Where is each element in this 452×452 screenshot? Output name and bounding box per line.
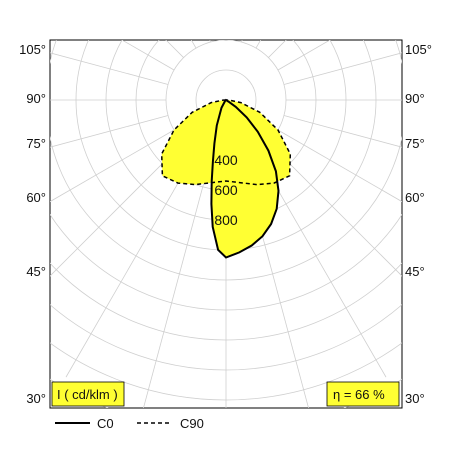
unit-label: I ( cd/klm ) <box>57 387 118 402</box>
angle-label-right: 75° <box>405 136 425 151</box>
grid-spoke <box>241 40 243 43</box>
grid-spoke <box>283 115 402 148</box>
fill-c90 <box>161 100 291 185</box>
unit-badge <box>51 381 125 407</box>
angle-label-left: 60° <box>26 190 46 205</box>
grid-spoke <box>209 40 211 43</box>
curve-c90 <box>160 99 292 186</box>
angle-label-right: 90° <box>405 91 425 106</box>
ring-label: 800 <box>214 212 238 228</box>
grid-spoke <box>50 142 184 277</box>
grid-spoke <box>50 115 169 148</box>
angle-label-left: 105° <box>19 42 46 57</box>
grid-spoke <box>268 142 402 277</box>
ring-label: 400 <box>214 152 238 168</box>
grid-spoke <box>121 40 175 71</box>
angle-label-right: 60° <box>405 190 425 205</box>
grid-spoke <box>277 129 402 203</box>
angle-label-left: 75° <box>26 136 46 151</box>
legend-c90-label: C90 <box>180 416 204 431</box>
angle-labels: 105° 90° 75° 60° 45° 30° 105° 90° 75° 60° 45° 30° <box>19 42 432 406</box>
angle-label-right: 30° <box>405 391 425 406</box>
grid-spoke <box>283 52 402 85</box>
ring-label: 600 <box>214 182 238 198</box>
grid-spoke <box>65 151 197 378</box>
efficiency-badge <box>326 381 400 407</box>
intensity-curves <box>160 98 292 259</box>
grid-spoke <box>50 129 175 203</box>
grid-spoke <box>143 157 211 408</box>
angle-label-left: 45° <box>26 264 46 279</box>
angle-label-right: 105° <box>405 42 432 57</box>
ring-labels: 400 600 800 <box>214 152 238 228</box>
angle-label-left: 90° <box>26 91 46 106</box>
angle-label-right: 45° <box>405 264 425 279</box>
polar-grid <box>50 40 402 408</box>
grid-spoke <box>50 52 169 85</box>
legend-c0-label: C0 <box>97 416 114 431</box>
grid-spoke <box>277 40 331 71</box>
curve-c0 <box>210 98 280 259</box>
efficiency-label: η = 66 % <box>333 387 385 402</box>
angle-label-left: 30° <box>26 391 46 406</box>
